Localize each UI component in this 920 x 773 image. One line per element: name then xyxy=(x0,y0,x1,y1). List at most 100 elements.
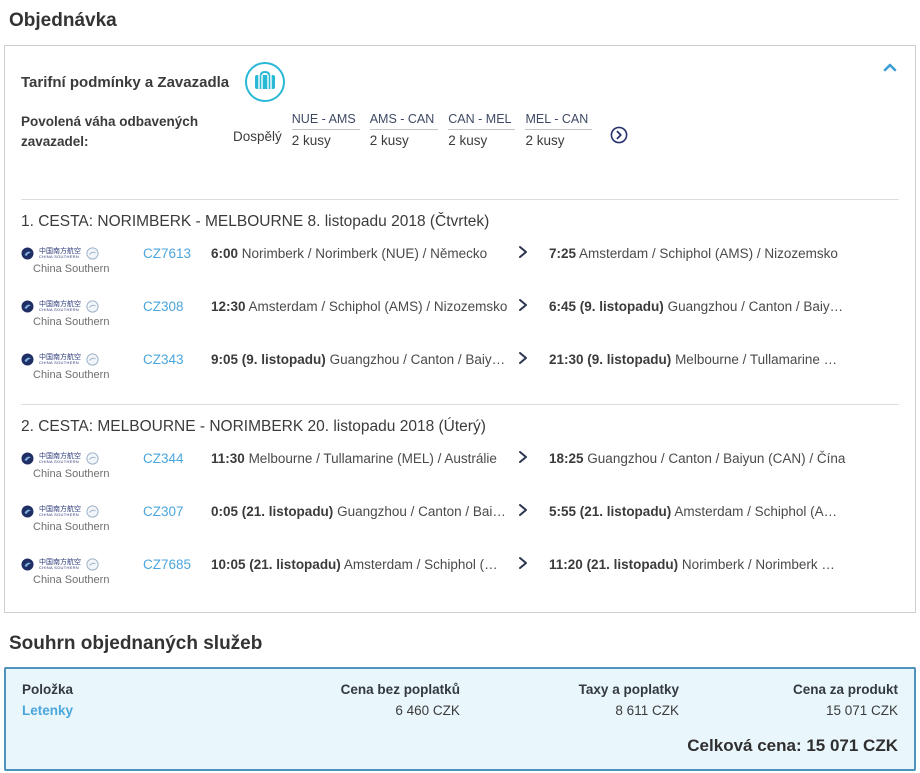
chevron-right-icon xyxy=(517,245,543,259)
alliance-icon xyxy=(86,300,99,313)
departure-place: Melbourne / Tullamarine (MEL) / Austráli… xyxy=(248,451,497,467)
airline-logo-text: 中国南方航空 CHINA SOUTHERN xyxy=(39,354,81,366)
departure-time: 12:30 xyxy=(211,299,246,315)
departure-segment: 0:05 (21. listopadu) Guangzhou / Canton … xyxy=(211,503,511,519)
flight-row: 中国南方航空 CHINA SOUTHERN China Southern CZ3… xyxy=(21,503,899,539)
airline-name: China Southern xyxy=(33,369,110,382)
departure-date: (21. listopadu) xyxy=(249,557,341,573)
collapse-panel-button[interactable] xyxy=(883,62,897,72)
arrival-place: Melbourne / Tullamarine … xyxy=(675,352,838,368)
departure-place: Norimberk / Norimberk (NUE) / Německo xyxy=(241,246,488,262)
baggage-columns: NUE - AMS 2 kusy AMS - CAN 2 kusy CAN - … xyxy=(291,112,602,148)
arrival-time: 11:20 xyxy=(549,557,583,573)
airline-cell: 中国南方航空 CHINA SOUTHERN China Southern xyxy=(21,298,137,328)
departure-time: 10:05 xyxy=(211,557,246,573)
arrival-place: Guangzhou / Canton / Baiyun (CAN) / Čína xyxy=(587,451,846,467)
airline-cell: 中国南方航空 CHINA SOUTHERN China Southern xyxy=(21,450,137,480)
summary-col-item: Položka xyxy=(22,682,74,698)
route-label: MEL - CAN xyxy=(525,112,593,130)
arrival-segment: 6:45 (9. listopadu) Guangzhou / Canton /… xyxy=(549,298,899,314)
airline-logo-text: 中国南方航空 CHINA SOUTHERN xyxy=(39,301,81,313)
summary-product-price: 15 071 CZK xyxy=(825,703,898,719)
arrival-time: 5:55 xyxy=(549,504,577,520)
flight-row: 中国南方航空 CHINA SOUTHERN China Southern CZ3… xyxy=(21,351,899,387)
departure-time: 9:05 xyxy=(211,352,239,368)
flight-number-link[interactable]: CZ344 xyxy=(143,451,184,467)
arrival-segment: 18:25 Guangzhou / Canton / Baiyun (CAN) … xyxy=(549,450,899,466)
trip-2-heading: 2. CESTA: MELBOURNE - NORIMBERK 20. list… xyxy=(21,418,486,436)
summary-taxes: 8 611 CZK xyxy=(615,703,679,719)
departure-segment: 12:30 Amsterdam / Schiphol (AMS) / Nizoz… xyxy=(211,298,511,314)
airline-cell: 中国南方航空 CHINA SOUTHERN China Southern xyxy=(21,351,137,381)
total-price: Celková cena: 15 071 CZK xyxy=(687,736,898,756)
route-label: AMS - CAN xyxy=(369,112,439,130)
flight-number-link[interactable]: CZ307 xyxy=(143,504,184,520)
airline-name: China Southern xyxy=(33,574,110,587)
departure-segment: 11:30 Melbourne / Tullamarine (MEL) / Au… xyxy=(211,450,511,466)
passenger-type-label: Dospělý xyxy=(233,129,282,144)
baggage-label: Povolená váha odbavených zavazadel: xyxy=(21,114,199,149)
alliance-icon xyxy=(86,505,99,518)
baggage-quantity: 2 kusy xyxy=(369,133,409,148)
airline-logo-icon xyxy=(21,505,34,518)
arrival-date: (21. listopadu) xyxy=(579,504,672,520)
airline-logo-icon xyxy=(21,558,34,571)
chevron-right-icon xyxy=(517,351,543,365)
baggage-column: MEL - CAN 2 kusy xyxy=(525,112,593,148)
airline-cell: 中国南方航空 CHINA SOUTHERN China Southern xyxy=(21,556,137,586)
baggage-quantity: 2 kusy xyxy=(448,133,488,148)
alliance-icon xyxy=(86,353,99,366)
departure-segment: 9:05 (9. listopadu) Guangzhou / Canton /… xyxy=(211,351,511,367)
departure-place: Amsterdam / Schiphol (… xyxy=(343,557,498,573)
flight-row: 中国南方航空 CHINA SOUTHERN China Southern CZ3… xyxy=(21,450,899,486)
divider xyxy=(21,404,899,406)
arrival-place: Amsterdam / Schiphol (AMS) / Nizozemsko xyxy=(579,246,838,262)
departure-time: 0:05 xyxy=(211,504,239,520)
arrival-place: Amsterdam / Schiphol (A… xyxy=(674,504,838,520)
summary-title: Souhrn objednaných služeb xyxy=(9,633,263,655)
departure-place: Amsterdam / Schiphol (AMS) / Nizozemsko xyxy=(248,299,508,315)
arrival-segment: 11:20 (21. listopadu) Norimberk / Norimb… xyxy=(549,556,899,572)
chevron-right-icon xyxy=(517,556,543,570)
baggage-column: CAN - MEL 2 kusy xyxy=(448,112,516,148)
departure-segment: 6:00 Norimberk / Norimberk (NUE) / Němec… xyxy=(211,245,511,261)
arrival-date: (21. listopadu) xyxy=(586,557,679,573)
summary-base-price: 6 460 CZK xyxy=(395,703,460,719)
summary-col-base-price: Cena bez poplatků xyxy=(340,682,460,698)
arrival-place: Guangzhou / Canton / Baiy… xyxy=(667,299,844,315)
departure-time: 11:30 xyxy=(211,451,245,467)
airline-name: China Southern xyxy=(33,263,110,276)
chevron-right-icon xyxy=(517,298,543,312)
flight-row: 中国南方航空 CHINA SOUTHERN China Southern CZ7… xyxy=(21,245,899,281)
summary-col-taxes: Taxy a poplatky xyxy=(578,682,679,698)
order-panel: Tarifní podmínky a Zavazadla xyxy=(4,45,916,614)
tariff-header: Tarifní podmínky a Zavazadla xyxy=(21,60,899,104)
arrival-date: (9. listopadu) xyxy=(579,299,664,315)
baggage-quantity: 2 kusy xyxy=(291,133,331,148)
baggage-column: NUE - AMS 2 kusy xyxy=(291,112,360,148)
airline-logo-icon xyxy=(21,247,34,260)
trip-1-heading: 1. CESTA: NORIMBERK - MELBOURNE 8. listo… xyxy=(21,213,490,231)
divider xyxy=(21,199,899,201)
arrival-segment: 5:55 (21. listopadu) Amsterdam / Schipho… xyxy=(549,503,899,519)
flight-number-link[interactable]: CZ308 xyxy=(143,299,184,315)
departure-time: 6:00 xyxy=(211,246,239,262)
summary-panel: Položka Cena bez poplatků Taxy a poplatk… xyxy=(4,667,916,772)
baggage-icon xyxy=(243,60,287,104)
summary-item-link[interactable]: Letenky xyxy=(22,703,74,719)
airline-logo-text: 中国南方航空 CHINA SOUTHERN xyxy=(39,248,81,260)
flight-row: 中国南方航空 CHINA SOUTHERN China Southern CZ3… xyxy=(21,298,899,334)
airline-logo-icon xyxy=(21,300,34,313)
arrival-time: 6:45 xyxy=(549,299,577,315)
flight-number-link[interactable]: CZ7613 xyxy=(143,246,192,262)
airline-logo-text: 中国南方航空 CHINA SOUTHERN xyxy=(39,453,81,465)
route-label: NUE - AMS xyxy=(291,112,360,130)
baggage-column: AMS - CAN 2 kusy xyxy=(369,112,439,148)
chevron-right-icon xyxy=(517,450,543,464)
flight-number-link[interactable]: CZ7685 xyxy=(143,557,192,573)
baggage-next-page-button[interactable] xyxy=(610,126,628,144)
summary-table: Položka Cena bez poplatků Taxy a poplatk… xyxy=(22,682,898,718)
flight-number-link[interactable]: CZ343 xyxy=(143,352,184,368)
airline-logo-text: 中国南方航空 CHINA SOUTHERN xyxy=(39,506,81,518)
